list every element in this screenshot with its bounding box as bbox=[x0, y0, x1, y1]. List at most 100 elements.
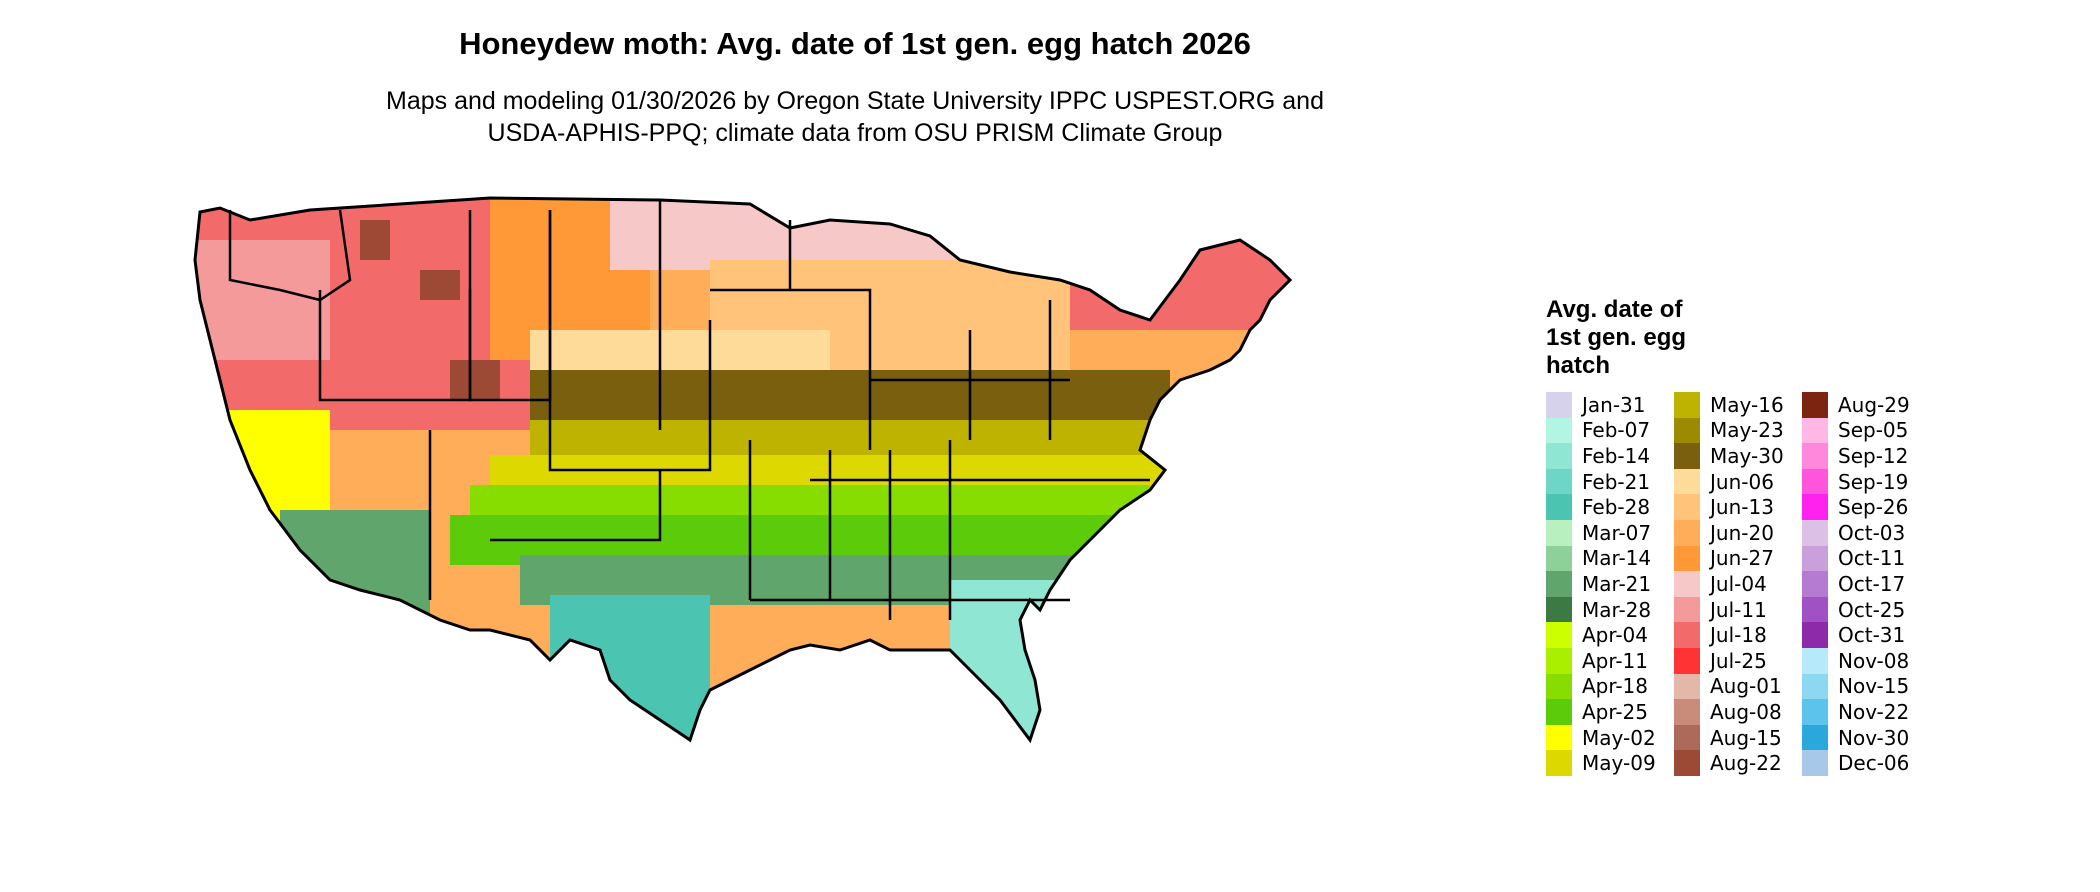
legend-label: May-30 bbox=[1710, 443, 1784, 468]
legend-item: Jul-25 bbox=[1674, 648, 1767, 674]
legend-label: Nov-30 bbox=[1838, 725, 1910, 750]
legend-label: Oct-03 bbox=[1838, 520, 1906, 545]
legend-label: Jul-25 bbox=[1710, 648, 1767, 673]
legend-item: Aug-01 bbox=[1674, 673, 1782, 700]
legend-label: Oct-11 bbox=[1838, 546, 1906, 571]
legend-swatch bbox=[1674, 468, 1700, 495]
legend-label: May-09 bbox=[1582, 751, 1656, 776]
legend-swatch bbox=[1802, 417, 1828, 444]
legend-item: Feb-07 bbox=[1546, 417, 1651, 444]
us-map bbox=[193, 196, 1292, 742]
legend-swatch bbox=[1546, 673, 1572, 700]
legend-item: Jun-20 bbox=[1674, 520, 1774, 546]
legend-label: Nov-22 bbox=[1838, 699, 1910, 724]
legend-swatch bbox=[1802, 699, 1828, 725]
legend-label: Feb-07 bbox=[1582, 418, 1651, 443]
legend-swatch bbox=[1674, 724, 1700, 751]
legend-label: Mar-21 bbox=[1582, 571, 1652, 596]
map-fill bbox=[195, 198, 1290, 740]
legend-label: Jul-18 bbox=[1710, 623, 1767, 648]
legend-swatch bbox=[1802, 622, 1828, 648]
legend-swatch bbox=[1802, 494, 1828, 520]
legend-swatch bbox=[1674, 494, 1700, 520]
legend-swatch bbox=[1546, 417, 1572, 444]
legend-label: Feb-21 bbox=[1582, 469, 1651, 494]
legend-label: Nov-15 bbox=[1838, 674, 1910, 699]
legend-item: Jul-18 bbox=[1674, 622, 1767, 648]
legend-label: Apr-25 bbox=[1582, 699, 1648, 724]
legend-swatch bbox=[1802, 596, 1828, 623]
legend-item: May-23 bbox=[1674, 417, 1784, 444]
legend-swatch bbox=[1546, 724, 1572, 751]
legend-title-line-2: 1st gen. egg bbox=[1546, 324, 1687, 351]
legend-label: Aug-15 bbox=[1710, 725, 1782, 750]
legend-swatch bbox=[1546, 699, 1572, 725]
legend-item: Mar-07 bbox=[1546, 520, 1651, 546]
legend-item: Nov-08 bbox=[1802, 648, 1909, 674]
legend-title-line-3: hatch bbox=[1546, 352, 1611, 379]
legend-swatch bbox=[1674, 520, 1700, 546]
legend-swatch bbox=[1802, 673, 1828, 700]
legend-label: Mar-14 bbox=[1582, 546, 1652, 571]
legend-title-line-1: Avg. date of bbox=[1546, 296, 1683, 323]
legend-item: Apr-04 bbox=[1546, 622, 1648, 648]
legend-item: Feb-14 bbox=[1546, 443, 1650, 469]
legend-swatch bbox=[1546, 648, 1572, 674]
subtitle-line-1: Maps and modeling 01/30/2026 by Oregon S… bbox=[386, 87, 1324, 115]
north-pink bbox=[610, 198, 740, 270]
legend-swatch bbox=[1546, 571, 1572, 597]
legend-swatch bbox=[1802, 545, 1828, 572]
legend-swatch bbox=[1546, 596, 1572, 623]
legend-item: May-30 bbox=[1674, 443, 1784, 469]
legend-label: May-02 bbox=[1582, 725, 1656, 750]
legend-label: Aug-22 bbox=[1710, 751, 1782, 776]
legend-swatch bbox=[1546, 545, 1572, 572]
mountains-1 bbox=[360, 220, 390, 260]
legend-swatch bbox=[1802, 724, 1828, 751]
legend-item: Aug-08 bbox=[1674, 699, 1782, 725]
legend-item: Apr-11 bbox=[1546, 648, 1648, 674]
legend-label: Jan-31 bbox=[1582, 392, 1646, 417]
legend-item: Feb-21 bbox=[1546, 468, 1651, 495]
legend-label: Aug-01 bbox=[1710, 674, 1782, 699]
legend-item: Oct-25 bbox=[1802, 596, 1905, 623]
legend-label: May-16 bbox=[1710, 392, 1784, 417]
map-subtitle: Maps and modeling 01/30/2026 by Oregon S… bbox=[0, 85, 1710, 149]
legend-label: Apr-18 bbox=[1582, 674, 1648, 699]
legend-label: Aug-08 bbox=[1710, 699, 1782, 724]
state-borders bbox=[228, 200, 1150, 620]
legend-swatch bbox=[1546, 750, 1572, 776]
legend-swatch bbox=[1546, 622, 1572, 648]
legend-label: Jun-06 bbox=[1710, 469, 1774, 494]
legend-label: Nov-08 bbox=[1838, 648, 1910, 673]
legend-swatch bbox=[1546, 443, 1572, 469]
legend-label: Dec-06 bbox=[1838, 751, 1910, 776]
legend-item: Aug-29 bbox=[1802, 392, 1910, 418]
legend-item: Jun-27 bbox=[1674, 545, 1774, 572]
legend-label: Apr-04 bbox=[1582, 623, 1648, 648]
legend-swatch bbox=[1674, 443, 1700, 469]
legend-label: Jun-13 bbox=[1710, 495, 1774, 520]
legend-item: Mar-28 bbox=[1546, 596, 1651, 623]
legend-item: Oct-03 bbox=[1802, 520, 1905, 546]
legend-swatch bbox=[1674, 392, 1700, 418]
mountains-2 bbox=[420, 270, 460, 300]
legend-label: Feb-14 bbox=[1582, 443, 1651, 468]
legend-label: Oct-17 bbox=[1838, 571, 1906, 596]
legend-swatch bbox=[1802, 571, 1828, 597]
legend-swatch bbox=[1802, 750, 1828, 776]
legend-swatch bbox=[1674, 571, 1700, 597]
legend-label: Oct-31 bbox=[1838, 623, 1906, 648]
legend-item: Sep-05 bbox=[1802, 417, 1908, 444]
legend-item: Oct-17 bbox=[1802, 571, 1905, 597]
mountains-3 bbox=[450, 360, 500, 400]
legend-item: Aug-22 bbox=[1674, 750, 1782, 776]
legend-swatch bbox=[1674, 673, 1700, 700]
legend-item: Oct-31 bbox=[1802, 622, 1905, 648]
legend-title: Avg. date of 1st gen. egg hatch bbox=[1546, 296, 1746, 380]
legend-swatch bbox=[1802, 520, 1828, 546]
legend-item: Nov-30 bbox=[1802, 724, 1910, 751]
legend-swatch bbox=[1546, 520, 1572, 546]
legend-item: May-02 bbox=[1546, 724, 1656, 751]
south-texas bbox=[550, 595, 710, 740]
